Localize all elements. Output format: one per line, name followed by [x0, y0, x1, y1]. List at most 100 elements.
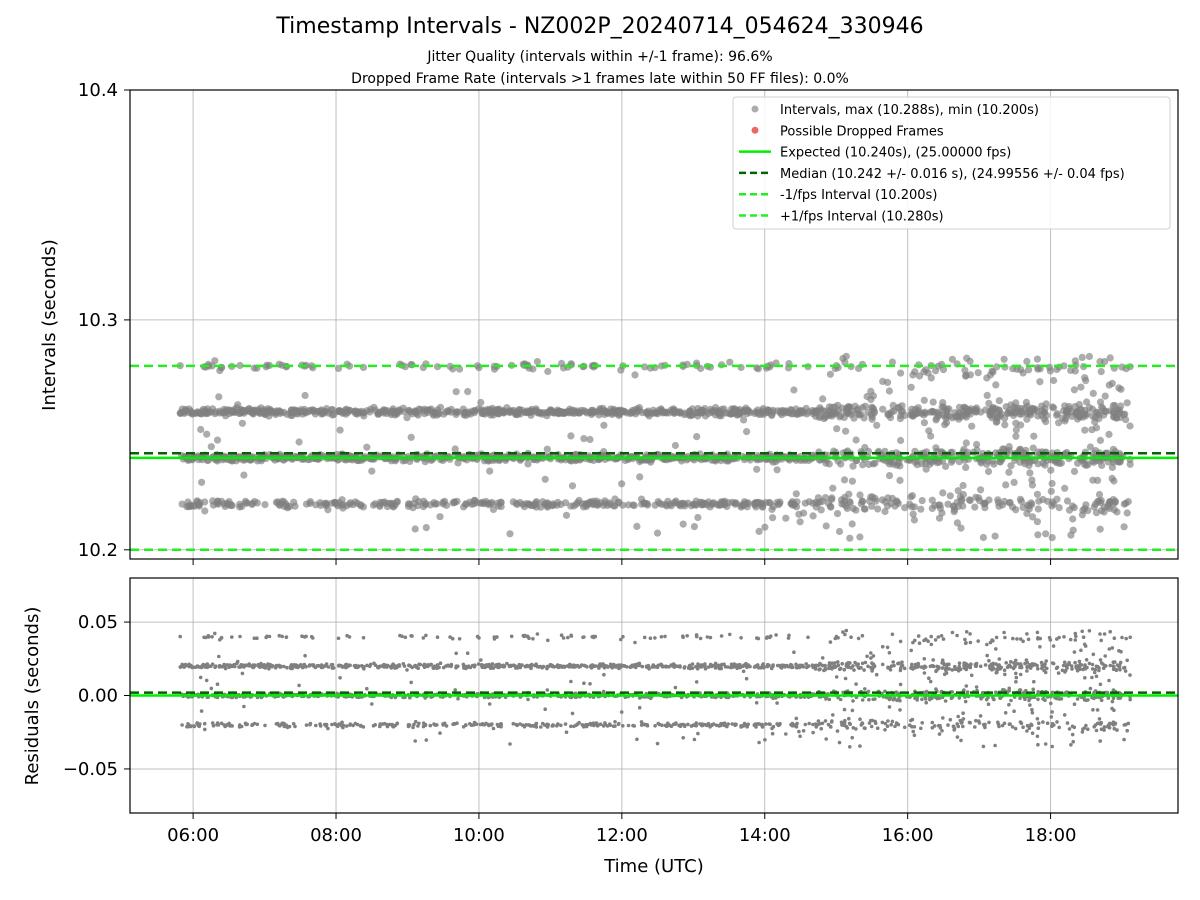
interval-point — [957, 524, 965, 532]
residual-point — [563, 722, 568, 726]
residual-point — [978, 664, 983, 669]
residual-point — [438, 731, 442, 735]
interval-point — [208, 362, 216, 370]
interval-point — [1034, 365, 1042, 373]
interval-point — [567, 432, 575, 440]
interval-point — [942, 419, 951, 427]
residual-point — [487, 662, 491, 667]
interval-point — [1023, 509, 1031, 517]
interval-point — [629, 501, 637, 509]
interval-point — [1062, 408, 1070, 416]
residual-point — [900, 663, 905, 668]
residual-point — [875, 726, 880, 730]
residual-point — [1102, 632, 1107, 636]
interval-point — [977, 486, 985, 494]
residual-point — [974, 718, 978, 723]
residual-point — [1098, 739, 1102, 743]
interval-point — [1061, 484, 1069, 492]
interval-point — [562, 511, 571, 519]
interval-point — [215, 409, 224, 417]
residual-point — [355, 722, 360, 727]
interval-point — [541, 475, 549, 483]
interval-point — [481, 407, 489, 415]
residual-point — [827, 661, 832, 665]
residual-point — [300, 634, 304, 638]
residual-point — [1036, 667, 1040, 671]
residual-point — [326, 665, 331, 669]
residual-point — [990, 638, 994, 642]
interval-point — [384, 407, 392, 415]
interval-point — [544, 367, 552, 376]
residual-point — [978, 714, 983, 718]
residual-point — [556, 722, 560, 726]
residual-point — [792, 650, 796, 654]
residual-point — [651, 663, 656, 667]
intervals-axes-frame — [129, 89, 1179, 560]
interval-point — [955, 458, 963, 466]
residual-point — [344, 724, 349, 728]
interval-point — [1007, 401, 1015, 409]
residual-point — [726, 665, 730, 669]
residual-point — [1002, 630, 1006, 635]
residual-point — [880, 644, 885, 649]
interval-point — [1120, 523, 1128, 531]
interval-point — [477, 398, 485, 407]
interval-point — [1011, 408, 1019, 417]
residual-point — [633, 640, 637, 645]
residual-point — [886, 719, 890, 723]
interval-point — [914, 404, 922, 412]
interval-point — [854, 405, 862, 413]
interval-point — [852, 436, 860, 444]
interval-point — [927, 432, 935, 440]
residual-point — [444, 724, 449, 728]
residual-point — [924, 700, 928, 705]
interval-point — [959, 481, 967, 490]
interval-point — [209, 405, 217, 413]
interval-point — [879, 405, 887, 413]
residual-point — [1036, 637, 1040, 641]
interval-point — [237, 406, 245, 414]
interval-point — [908, 503, 916, 511]
interval-point — [1050, 404, 1058, 412]
interval-point — [306, 498, 314, 506]
interval-point — [772, 458, 780, 466]
interval-point — [415, 498, 423, 506]
residual-point — [1097, 666, 1101, 670]
interval-point — [896, 462, 904, 470]
residual-point — [1084, 698, 1088, 703]
residual-point — [1118, 660, 1123, 665]
residual-point — [1036, 697, 1040, 702]
interval-point — [509, 498, 517, 506]
residual-point — [1128, 697, 1132, 702]
interval-point — [920, 396, 928, 404]
interval-point — [665, 409, 673, 417]
residual-point — [741, 669, 746, 674]
residual-point — [227, 665, 231, 669]
residual-point — [989, 662, 994, 667]
residual-point — [380, 722, 385, 726]
interval-point — [421, 458, 429, 466]
residual-point — [833, 661, 837, 665]
interval-point — [1088, 426, 1096, 434]
interval-point — [1110, 506, 1118, 514]
interval-point — [506, 530, 514, 538]
residual-point — [941, 637, 946, 641]
interval-point — [338, 496, 346, 504]
interval-point — [255, 407, 263, 415]
residual-point — [973, 725, 977, 729]
residual-point — [185, 724, 189, 729]
residual-point — [685, 634, 689, 638]
residual-point — [577, 720, 581, 725]
interval-point — [338, 501, 346, 509]
residual-point — [247, 662, 251, 666]
residual-point — [703, 667, 708, 671]
residual-point — [1092, 670, 1097, 675]
interval-point — [352, 410, 360, 418]
interval-point — [1040, 415, 1048, 423]
residual-point — [848, 745, 852, 749]
residual-point — [820, 721, 825, 726]
residual-point — [675, 664, 680, 668]
residual-point — [1078, 662, 1082, 667]
residual-point — [958, 718, 963, 723]
residual-point — [602, 663, 607, 668]
